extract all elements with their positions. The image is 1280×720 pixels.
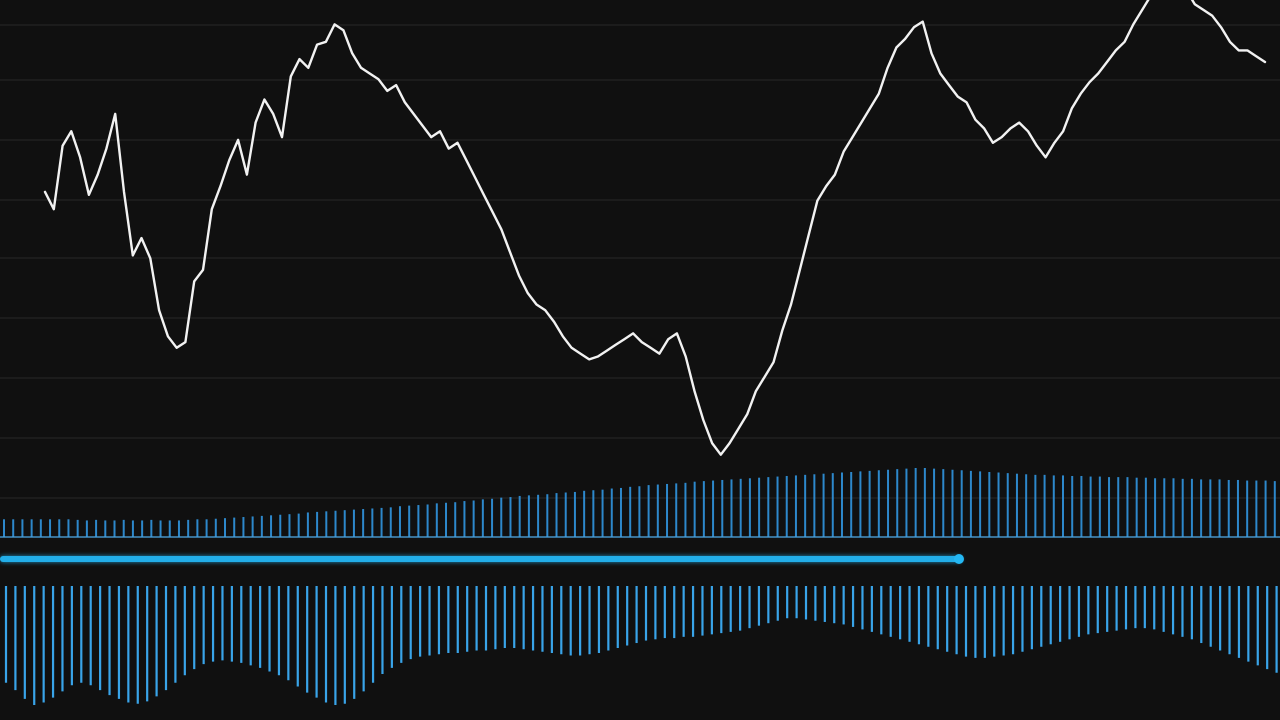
time-scrubber-thumb[interactable]: [954, 554, 964, 564]
grid: [0, 24, 1280, 499]
oscillator-bars: [4, 586, 1278, 706]
price-series: [43, 0, 1267, 456]
price-line: [43, 0, 1267, 456]
time-scrubber-track[interactable]: [0, 556, 962, 562]
volume-bars: [0, 468, 1280, 538]
